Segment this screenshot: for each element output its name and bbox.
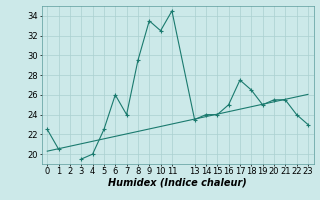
X-axis label: Humidex (Indice chaleur): Humidex (Indice chaleur) — [108, 178, 247, 188]
